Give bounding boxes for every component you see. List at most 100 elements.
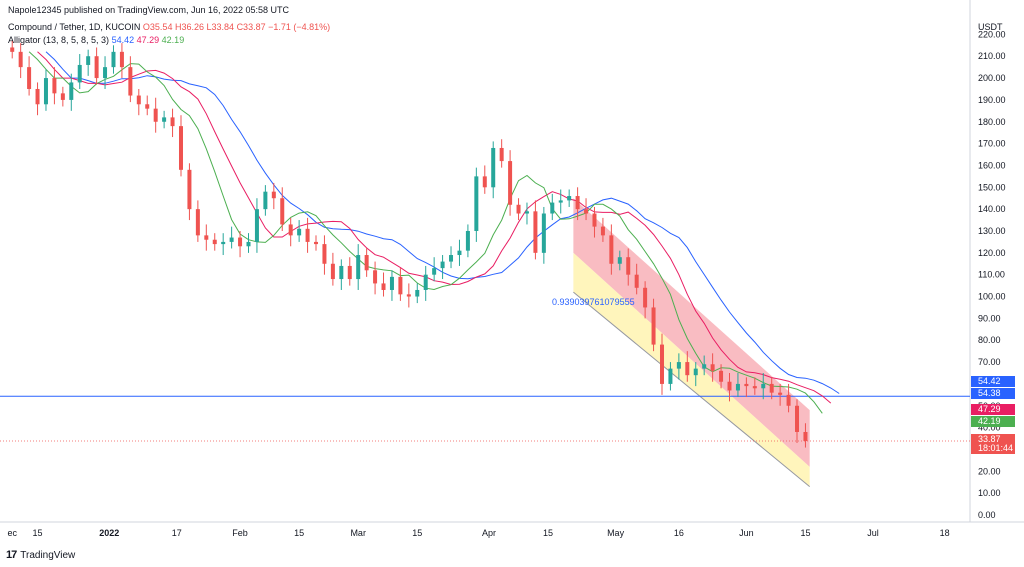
candle-body[interactable] [60,93,65,100]
candle-body[interactable] [769,383,774,393]
candle-body[interactable] [744,383,749,387]
candle-body[interactable] [364,255,369,271]
candle-body[interactable] [727,381,732,391]
candle-body[interactable] [803,431,808,442]
candle-body[interactable] [254,209,259,242]
channel-lower-line[interactable] [573,291,810,487]
candle-body[interactable] [204,235,209,240]
tradingview-logo[interactable]: 17 TradingView [6,549,75,561]
candles[interactable] [10,40,808,448]
candle-body[interactable] [153,108,158,122]
candle-body[interactable] [609,235,614,264]
candle-body[interactable] [297,228,302,236]
candle-body[interactable] [52,78,57,94]
candle-body[interactable] [389,276,394,290]
candle-body[interactable] [795,405,800,432]
candle-body[interactable] [280,198,285,225]
candle-body[interactable] [491,147,496,188]
channel-lower-zone[interactable] [573,252,810,487]
candle-body[interactable] [10,47,15,52]
candle-body[interactable] [111,51,116,68]
candle-body[interactable] [314,241,319,245]
candle-body[interactable] [43,78,48,105]
candle-body[interactable] [381,283,386,290]
candle-body[interactable] [659,344,664,384]
candle-body[interactable] [170,117,175,127]
candle-body[interactable] [263,191,268,210]
candle-body[interactable] [187,169,192,210]
candle-body[interactable] [322,244,327,264]
candle-body[interactable] [178,126,183,170]
candle-body[interactable] [238,237,243,247]
candle-body[interactable] [398,276,403,295]
candle-body[interactable] [516,204,521,214]
candle-body[interactable] [86,56,91,65]
candle-body[interactable] [162,117,167,122]
candle-body[interactable] [27,67,32,89]
candle-body[interactable] [339,265,344,280]
candle-body[interactable] [271,191,276,199]
candle-body[interactable] [752,386,757,389]
candle-body[interactable] [651,307,656,345]
candle-body[interactable] [617,257,622,264]
candle-body[interactable] [465,230,470,251]
candle-body[interactable] [406,294,411,297]
candle-body[interactable] [212,239,217,245]
candle-body[interactable] [575,196,580,210]
candle-body[interactable] [474,176,479,231]
candle-body[interactable] [415,289,420,297]
candle-body[interactable] [719,370,724,382]
candle-body[interactable] [685,362,690,376]
candle-body[interactable] [693,368,698,376]
candle-body[interactable] [541,213,546,253]
candle-body[interactable] [634,274,639,288]
candle-body[interactable] [440,261,445,269]
candle-body[interactable] [136,95,141,105]
candle-body[interactable] [103,67,108,79]
candle-body[interactable] [668,368,673,384]
candle-body[interactable] [69,82,74,100]
candle-body[interactable] [643,287,648,308]
candle-body[interactable] [229,237,234,242]
candle-body[interactable] [128,67,133,96]
candle-body[interactable] [373,270,378,284]
candle-body[interactable] [626,257,631,275]
candle-body[interactable] [18,51,23,68]
candle-body[interactable] [786,394,791,406]
candle-body[interactable] [356,255,361,280]
candle-body[interactable] [676,362,681,369]
candle-body[interactable] [195,209,200,236]
candle-body[interactable] [702,364,707,369]
candle-body[interactable] [550,202,555,214]
candle-body[interactable] [119,51,124,68]
candle-body[interactable] [584,209,589,214]
candle-body[interactable] [567,196,572,201]
candle-body[interactable] [457,250,462,256]
indicator-name[interactable]: Alligator (13, 8, 5, 8, 5, 3) [8,35,110,45]
candle-body[interactable] [305,228,310,242]
candle-body[interactable] [432,268,437,275]
candle-body[interactable] [533,211,538,253]
candle-body[interactable] [778,392,783,395]
candle-body[interactable] [246,241,251,247]
candle-body[interactable] [288,224,293,236]
candle-body[interactable] [761,383,766,389]
candle-body[interactable] [558,200,563,203]
candle-body[interactable] [524,211,529,214]
candle-body[interactable] [592,213,597,227]
candle-body[interactable] [94,56,99,79]
candle-body[interactable] [482,176,487,188]
candle-body[interactable] [423,274,428,290]
candle-body[interactable] [330,263,335,280]
candle-body[interactable] [499,147,504,162]
candle-body[interactable] [347,265,352,280]
candle-body[interactable] [735,383,740,391]
candle-body[interactable] [35,88,40,105]
candle-body[interactable] [145,104,150,109]
candle-body[interactable] [449,255,454,262]
symbol-name[interactable]: Compound / Tether, 1D, KUCOIN [8,22,141,32]
candle-body[interactable] [710,364,715,371]
candle-body[interactable] [77,64,82,83]
channel-upper-zone[interactable] [573,198,810,467]
